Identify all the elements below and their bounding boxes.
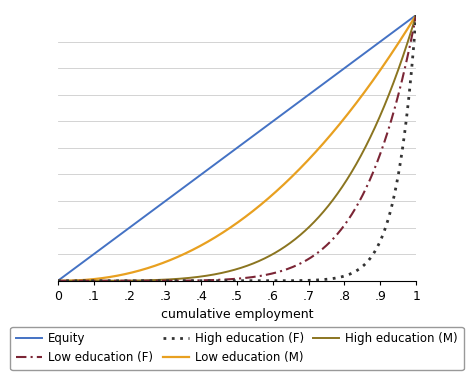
X-axis label: cumulative employment: cumulative employment	[161, 308, 313, 321]
Legend: Equity, Low education (F), High education (F), Low education (M), High education: Equity, Low education (F), High educatio…	[10, 326, 464, 370]
